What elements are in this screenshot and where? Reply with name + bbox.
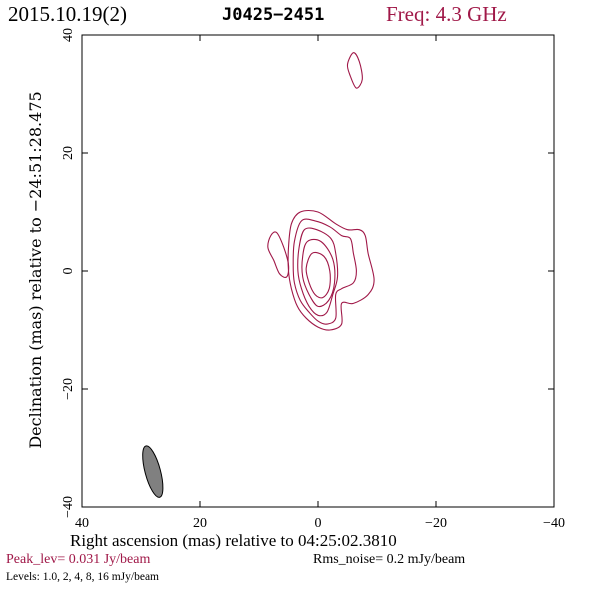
peak-level-text: Peak_lev= 0.031 Jy/beam (6, 552, 151, 567)
y-tick-label: −40 (61, 496, 76, 518)
contour-line (267, 231, 290, 279)
contour-line (305, 251, 331, 299)
tick-group (81, 34, 555, 508)
beam-group (142, 445, 164, 498)
plot-frame-group (81, 34, 555, 508)
x-axis-label: Right ascension (mas) relative to 04:25:… (70, 531, 397, 550)
rms-noise-text: Rms_noise= 0.2 mJy/beam (313, 552, 466, 567)
header-source-name: J0425−2451 (222, 5, 325, 25)
x-tick-label: 20 (193, 516, 207, 531)
header-date: 2015.10.19(2) (8, 2, 127, 26)
contour-line (301, 238, 336, 308)
tick-label-group: 40 20 0 −20 −40 −40 −20 0 20 40 (61, 28, 565, 531)
contour-line (297, 227, 339, 317)
contour-line (346, 52, 363, 89)
contour-group (267, 52, 375, 331)
contour-line (292, 218, 357, 325)
levels-text: Levels: 1.0, 2, 4, 8, 16 mJy/beam (6, 571, 159, 583)
y-axis-label: Declination (mas) relative to −24:51:28.… (26, 91, 45, 448)
y-tick-label: 0 (61, 268, 76, 275)
beam-ellipse (142, 445, 164, 498)
x-tick-label: −20 (425, 516, 447, 531)
y-tick-label: 40 (61, 28, 76, 42)
contour-line (287, 209, 375, 331)
header-frequency: Freq: 4.3 GHz (386, 2, 507, 26)
y-tick-label: 20 (61, 146, 76, 160)
y-tick-label: −20 (61, 378, 76, 400)
x-tick-label: 40 (75, 516, 89, 531)
x-tick-label: 0 (315, 516, 322, 531)
plot-frame (81, 34, 555, 508)
x-tick-label: −40 (543, 516, 565, 531)
